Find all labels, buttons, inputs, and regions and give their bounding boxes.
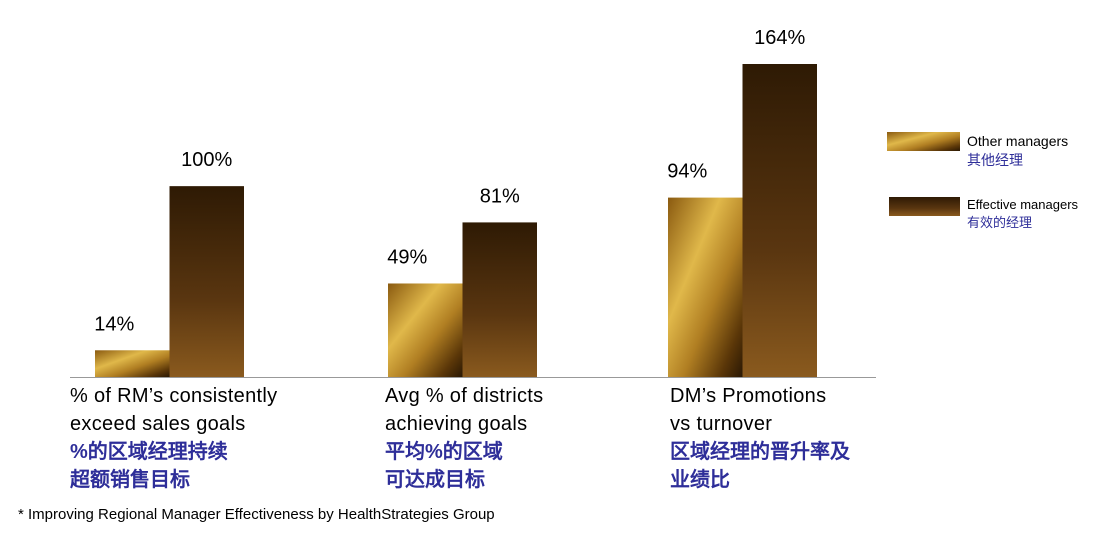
value-label: 100% (181, 149, 232, 171)
value-label: 81% (480, 185, 520, 207)
legend-label: Effective managers (967, 197, 1079, 212)
value-label: 49% (387, 246, 427, 268)
legend-label-cn: 有效的经理 (967, 215, 1032, 230)
category-label-cn: %的区域经理持续 超额销售目标 (70, 441, 228, 491)
category-label: % of RM’s consistently exceed sales goal… (70, 385, 278, 435)
bar (668, 197, 743, 377)
bar (388, 283, 463, 377)
legend-swatch (887, 132, 960, 151)
category-label-cn: 区域经理的晋升率及 业绩比 (670, 441, 850, 491)
bar (462, 222, 537, 377)
category-label: Avg % of districts achieving goals (385, 385, 544, 435)
category-label: DM’s Promotions vs turnover (670, 385, 827, 435)
legend-label: Other managers (967, 133, 1068, 149)
bar (95, 350, 170, 377)
legend-swatch (889, 197, 960, 216)
value-label: 164% (754, 27, 805, 49)
bar (169, 186, 244, 377)
category-label-cn: 平均%的区域 可达成目标 (385, 441, 503, 491)
value-label: 14% (94, 313, 134, 335)
value-label: 94% (667, 161, 707, 183)
legend-label-cn: 其他经理 (967, 152, 1023, 168)
bar (742, 64, 817, 377)
footnote: * Improving Regional Manager Effectivene… (18, 506, 495, 523)
